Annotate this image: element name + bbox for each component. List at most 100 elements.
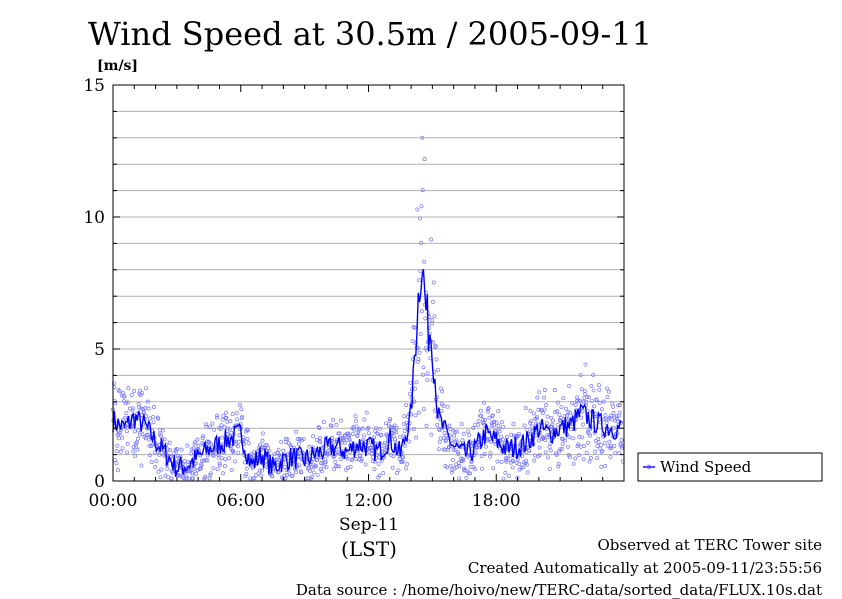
scatter-point bbox=[468, 471, 473, 476]
scatter-point bbox=[229, 430, 234, 435]
scatter-point bbox=[584, 450, 589, 455]
scatter-point bbox=[558, 447, 563, 452]
scatter-point bbox=[359, 457, 364, 461]
x-tick-label: 12:00 bbox=[344, 491, 393, 511]
scatter-point bbox=[264, 442, 269, 447]
x-axis-label: (LST) bbox=[341, 537, 397, 561]
scatter-point bbox=[388, 417, 393, 421]
scatter-point bbox=[511, 422, 516, 427]
scatter-point bbox=[297, 463, 302, 468]
scatter-point bbox=[377, 473, 382, 478]
scatter-point bbox=[333, 459, 338, 464]
scatter-point bbox=[582, 444, 586, 449]
scatter-point bbox=[245, 428, 250, 433]
scatter-point bbox=[152, 450, 157, 455]
scatter-point bbox=[405, 462, 409, 467]
scatter-point bbox=[577, 453, 581, 458]
scatter-point bbox=[411, 427, 416, 432]
scatter-point bbox=[248, 476, 253, 481]
scatter-point bbox=[165, 466, 170, 471]
scatter-point bbox=[408, 380, 413, 385]
scatter-point bbox=[285, 437, 290, 442]
scatter-point bbox=[150, 442, 155, 447]
scatter-point bbox=[294, 429, 299, 434]
scatter-point bbox=[501, 424, 506, 429]
scatter-point bbox=[339, 418, 343, 423]
scatter-point bbox=[535, 395, 540, 400]
scatter-point bbox=[414, 380, 419, 385]
scatter-point bbox=[557, 412, 562, 417]
scatter-point bbox=[432, 314, 437, 319]
scatter-point bbox=[455, 429, 460, 434]
scatter-point bbox=[133, 454, 138, 459]
scatter-point bbox=[467, 432, 471, 437]
scatter-point bbox=[125, 441, 130, 446]
scatter-point bbox=[199, 463, 204, 468]
scatter-point bbox=[310, 475, 315, 479]
scatter-point bbox=[482, 452, 487, 456]
scatter-point bbox=[450, 457, 455, 462]
scatter-point bbox=[584, 399, 589, 404]
scatter-point bbox=[608, 454, 613, 459]
scatter-point bbox=[383, 448, 388, 453]
scatter-point bbox=[461, 431, 466, 436]
scatter-point bbox=[452, 429, 457, 434]
scatter-point bbox=[500, 420, 504, 425]
scatter-point bbox=[556, 400, 560, 405]
scatter-point bbox=[578, 372, 583, 377]
scatter-point bbox=[359, 459, 364, 463]
scatter-point bbox=[436, 367, 440, 372]
scatter-point bbox=[134, 440, 139, 445]
scatter-point bbox=[192, 442, 197, 447]
scatter-point bbox=[495, 459, 500, 464]
scatter-point bbox=[363, 462, 368, 467]
scatter-point bbox=[360, 426, 365, 431]
scatter-point bbox=[208, 472, 213, 477]
scatter-point bbox=[123, 415, 128, 420]
scatter-point bbox=[394, 430, 399, 435]
scatter-point bbox=[419, 309, 424, 314]
scatter-point bbox=[407, 421, 412, 426]
scatter-point bbox=[616, 403, 621, 408]
scatter-point bbox=[403, 466, 408, 471]
scatter-point bbox=[497, 429, 502, 434]
scatter-point bbox=[299, 470, 304, 475]
scatter-point bbox=[466, 429, 471, 434]
scatter-point bbox=[121, 390, 125, 395]
scatter-point bbox=[430, 318, 435, 323]
scatter-point bbox=[260, 468, 265, 473]
scatter-point bbox=[215, 413, 220, 418]
scatter-point bbox=[190, 471, 195, 476]
scatter-point bbox=[204, 422, 209, 427]
scatter-point bbox=[603, 464, 608, 468]
scatter-point bbox=[140, 432, 145, 437]
scatter-point bbox=[555, 409, 560, 414]
scatter-point bbox=[214, 415, 219, 420]
scatter-point bbox=[597, 387, 602, 392]
scatter-point bbox=[211, 453, 216, 458]
scatter-point bbox=[490, 413, 495, 418]
scatter-point bbox=[560, 442, 565, 447]
scatter-points bbox=[111, 135, 625, 481]
scatter-point bbox=[402, 428, 407, 433]
scatter-point bbox=[603, 413, 608, 418]
scatter-point bbox=[337, 464, 342, 469]
scatter-point bbox=[199, 458, 204, 463]
scatter-point bbox=[319, 461, 324, 465]
scatter-point bbox=[194, 472, 199, 477]
scatter-point bbox=[234, 439, 238, 444]
scatter-point bbox=[583, 362, 588, 367]
scatter-point bbox=[244, 472, 249, 477]
scatter-point bbox=[168, 448, 173, 453]
scatter-point bbox=[276, 447, 281, 452]
scatter-point bbox=[601, 399, 606, 404]
scatter-point bbox=[204, 424, 209, 429]
scatter-point bbox=[418, 216, 422, 221]
scatter-point bbox=[321, 420, 326, 424]
scatter-point bbox=[118, 449, 123, 454]
scatter-point bbox=[527, 448, 532, 453]
scatter-point bbox=[114, 449, 119, 454]
scatter-point bbox=[536, 438, 541, 443]
scatter-point bbox=[571, 436, 576, 441]
scatter-point bbox=[296, 441, 301, 446]
